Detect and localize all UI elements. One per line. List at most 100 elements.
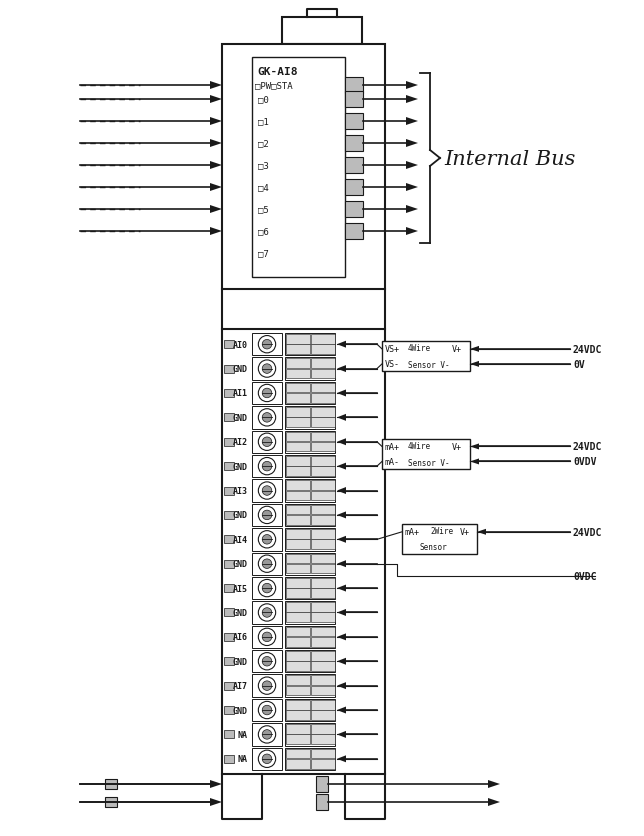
Circle shape (258, 360, 276, 378)
Bar (286, 759, 310, 768)
Text: 24VDC: 24VDC (573, 344, 602, 354)
Bar (285, 456, 335, 477)
Bar (311, 370, 335, 379)
Text: VS+: VS+ (385, 345, 400, 354)
Bar (286, 491, 310, 501)
Bar (252, 747, 282, 770)
Bar (311, 418, 335, 427)
Text: □2: □2 (258, 140, 269, 148)
Bar (105, 779, 117, 789)
Bar (311, 505, 335, 515)
Text: GND: GND (233, 657, 248, 666)
Text: 0V: 0V (573, 359, 585, 370)
Bar (252, 626, 282, 648)
Bar (311, 589, 335, 598)
Circle shape (258, 409, 276, 426)
Bar (311, 481, 335, 491)
Bar (286, 735, 310, 744)
Text: GND: GND (233, 511, 248, 520)
Bar (285, 358, 335, 380)
Bar (345, 78, 363, 94)
Bar (252, 58, 345, 278)
Circle shape (262, 340, 272, 349)
Text: AI0: AI0 (233, 340, 248, 349)
Bar (252, 602, 282, 624)
Circle shape (258, 701, 276, 719)
Circle shape (262, 389, 272, 398)
Bar (345, 114, 363, 130)
Bar (311, 553, 335, 563)
Polygon shape (337, 341, 346, 349)
Bar (286, 481, 310, 491)
Bar (311, 466, 335, 477)
Text: □7: □7 (258, 249, 269, 258)
Bar (252, 699, 282, 721)
Circle shape (262, 632, 272, 642)
Text: 0VDC: 0VDC (573, 571, 596, 581)
Text: GND: GND (233, 609, 248, 617)
Circle shape (258, 750, 276, 767)
Polygon shape (210, 82, 222, 90)
Bar (311, 540, 335, 549)
Bar (285, 431, 335, 453)
Bar (311, 579, 335, 588)
Text: AI4: AI4 (233, 535, 248, 544)
Bar (285, 747, 335, 770)
Bar (286, 515, 310, 525)
Bar (222, 45, 385, 289)
Text: 24VDC: 24VDC (573, 442, 602, 452)
Circle shape (258, 531, 276, 548)
Bar (224, 682, 234, 690)
Circle shape (258, 726, 276, 743)
Polygon shape (337, 706, 346, 714)
Circle shape (262, 461, 272, 472)
Bar (311, 408, 335, 417)
Bar (224, 584, 234, 593)
Bar (285, 723, 335, 746)
Bar (224, 341, 234, 349)
Bar (286, 394, 310, 403)
Bar (252, 504, 282, 527)
Circle shape (262, 413, 272, 423)
Text: □5: □5 (258, 206, 269, 214)
Bar (252, 480, 282, 502)
Polygon shape (337, 390, 346, 397)
Bar (224, 390, 234, 397)
Circle shape (258, 385, 276, 402)
Bar (252, 553, 282, 575)
Bar (285, 334, 335, 356)
Text: □3: □3 (258, 161, 269, 171)
Bar (311, 686, 335, 696)
Polygon shape (470, 346, 479, 353)
Bar (285, 382, 335, 405)
Circle shape (258, 336, 276, 354)
Bar (311, 749, 335, 758)
Text: □1: □1 (258, 117, 269, 126)
Polygon shape (470, 361, 479, 368)
Polygon shape (406, 162, 418, 170)
Bar (345, 201, 363, 217)
Text: VS-: VS- (385, 360, 400, 369)
Bar (311, 661, 335, 671)
Bar (285, 504, 335, 527)
Text: 2Wire: 2Wire (430, 527, 453, 536)
Polygon shape (210, 206, 222, 214)
Bar (311, 359, 335, 369)
Polygon shape (210, 118, 222, 126)
Text: AI7: AI7 (233, 681, 248, 691)
Bar (252, 431, 282, 453)
Bar (105, 797, 117, 807)
Bar (224, 633, 234, 641)
Polygon shape (337, 536, 346, 543)
Bar (345, 180, 363, 196)
Bar (282, 18, 362, 45)
Bar (224, 512, 234, 519)
Polygon shape (337, 560, 346, 568)
Text: V+: V+ (452, 442, 462, 451)
Polygon shape (337, 756, 346, 762)
Bar (222, 329, 385, 774)
Bar (382, 440, 470, 469)
Bar (252, 723, 282, 746)
Polygon shape (210, 184, 222, 191)
Text: GND: GND (233, 364, 248, 374)
